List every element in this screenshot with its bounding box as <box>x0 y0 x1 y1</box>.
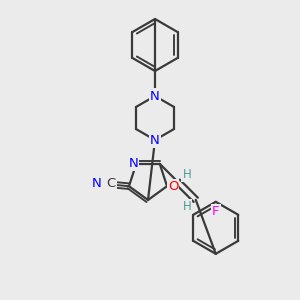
Text: N: N <box>150 134 160 146</box>
Text: H: H <box>182 200 191 213</box>
Text: N: N <box>128 157 138 170</box>
Text: O: O <box>168 180 178 193</box>
Text: C: C <box>106 177 116 190</box>
Text: H: H <box>182 168 191 181</box>
Text: N: N <box>92 177 102 190</box>
Text: F: F <box>212 205 220 218</box>
Text: N: N <box>150 89 160 103</box>
